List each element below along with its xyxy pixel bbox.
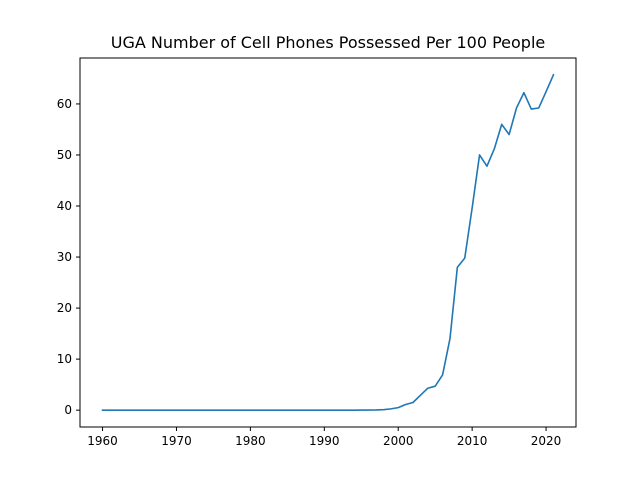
- y-tick-label: 50: [57, 148, 72, 162]
- y-tick-label: 30: [57, 250, 72, 264]
- x-tick-label: 1970: [161, 434, 192, 448]
- x-axis: 1960 1970 1980 1990 2000 2010 2020: [87, 427, 561, 448]
- y-tick-label: 10: [57, 352, 72, 366]
- y-tick-label: 60: [57, 97, 72, 111]
- plot-frame: [79, 57, 577, 428]
- x-tick-label: 1960: [87, 434, 118, 448]
- y-axis: 0 10 20 30 40 50 60: [57, 97, 80, 417]
- x-tick-label: 2010: [457, 434, 488, 448]
- y-tick-label: 0: [64, 403, 72, 417]
- axes: [79, 57, 577, 428]
- series-line: [101, 73, 555, 411]
- x-tick-label: 2000: [383, 434, 414, 448]
- y-tick-label: 20: [57, 301, 72, 315]
- x-tick-label: 2020: [531, 434, 562, 448]
- series-layer: [101, 73, 555, 411]
- x-tick-label: 1990: [309, 434, 340, 448]
- chart-title: UGA Number of Cell Phones Possessed Per …: [111, 33, 546, 52]
- y-tick-label: 40: [57, 199, 72, 213]
- x-tick-label: 1980: [235, 434, 266, 448]
